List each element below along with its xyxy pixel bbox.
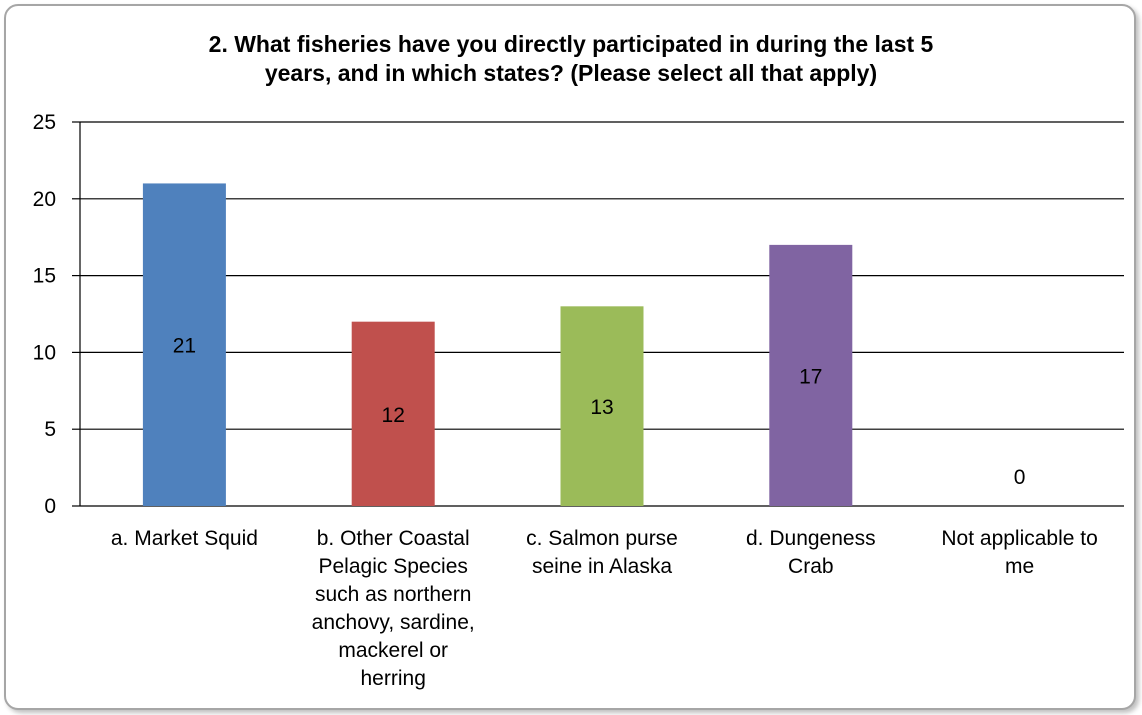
bars <box>142 183 853 506</box>
y-tick-label: 15 <box>33 265 56 288</box>
x-tick-label: seine in Alaska <box>532 555 672 578</box>
x-tick-label: Crab <box>788 555 834 578</box>
x-tick-label: d. Dungeness <box>746 527 876 550</box>
y-tick-label: 5 <box>44 418 56 441</box>
axes: 0 5 10 15 20 25 a. Market Squid b. Other Coasta… <box>33 111 1098 690</box>
x-tick-label: a. Market Squid <box>111 527 258 550</box>
x-tick-label: Not applicable to <box>941 527 1097 550</box>
bar-3 <box>560 306 644 506</box>
x-tick-label: b. Other Coastal <box>317 527 470 550</box>
bar-2 <box>351 321 435 506</box>
data-label: 13 <box>590 396 613 419</box>
data-label: 21 <box>173 335 196 358</box>
x-tick-label: anchovy, sardine, <box>312 611 475 634</box>
x-tick-label: c. Salmon purse <box>526 527 678 550</box>
x-tick-label: Pelagic Species <box>318 555 467 578</box>
y-tick-label: 0 <box>44 495 56 518</box>
data-labels: 21 12 13 17 0 <box>173 335 1026 489</box>
chart-title-line-2: years, and in which states? (Please sele… <box>264 60 878 86</box>
y-tick-label: 20 <box>33 188 56 211</box>
data-label: 12 <box>382 404 405 427</box>
data-label: 17 <box>799 365 822 388</box>
x-tick-label: herring <box>361 667 426 690</box>
chart-title: 2. What fisheries have you directly part… <box>0 30 1142 88</box>
chart-title-line-1: 2. What fisheries have you directly part… <box>208 31 934 57</box>
x-tick-label: me <box>1005 555 1034 578</box>
data-label: 0 <box>1014 466 1026 489</box>
bar-1 <box>142 183 226 506</box>
bar-4 <box>769 244 853 506</box>
y-tick-label: 25 <box>33 111 56 134</box>
x-tick-label: mackerel or <box>338 639 448 662</box>
y-tick-label: 10 <box>33 341 56 364</box>
x-tick-label: such as northern <box>315 583 471 606</box>
